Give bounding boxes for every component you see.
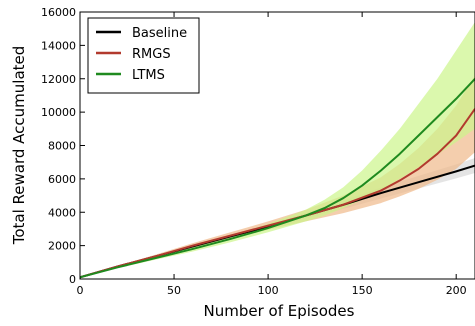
axis-ticks: 0 50 100 150 2000200040006000800010000120001… <box>41 6 467 297</box>
legend-label-baseline: Baseline <box>132 26 187 41</box>
y-tick-label: 10000 <box>41 106 76 119</box>
line-rmgs <box>80 108 475 279</box>
y-tick-label: 16000 <box>41 6 76 19</box>
legend: Baseline RMGS LTMS <box>87 17 200 94</box>
y-tick-label: 14000 <box>41 39 76 52</box>
legend-label-ltms: LTMS <box>132 68 165 83</box>
band-ltms <box>80 22 475 278</box>
band-rmgs <box>80 75 475 278</box>
legend-box <box>87 17 200 94</box>
x-tick-label: 200 <box>446 284 467 297</box>
y-tick-label: 8000 <box>48 140 76 153</box>
y-tick-label: 12000 <box>41 73 76 86</box>
legend-label-rmgs: RMGS <box>132 47 171 62</box>
y-tick-label: 6000 <box>48 173 76 186</box>
y-tick-label: 2000 <box>48 240 76 253</box>
y-tick-label: 4000 <box>48 206 76 219</box>
y-axis-title: Total Reward Accumulated <box>10 46 28 246</box>
y-tick-label: 0 <box>69 273 76 286</box>
x-axis-title: Number of Episodes <box>204 302 355 320</box>
x-tick-label: 100 <box>258 284 279 297</box>
x-tick-label: 50 <box>167 284 181 297</box>
x-tick-label: 0 <box>77 284 84 297</box>
x-tick-label: 150 <box>352 284 373 297</box>
line-ltms <box>80 78 475 279</box>
series-lines <box>80 78 475 279</box>
